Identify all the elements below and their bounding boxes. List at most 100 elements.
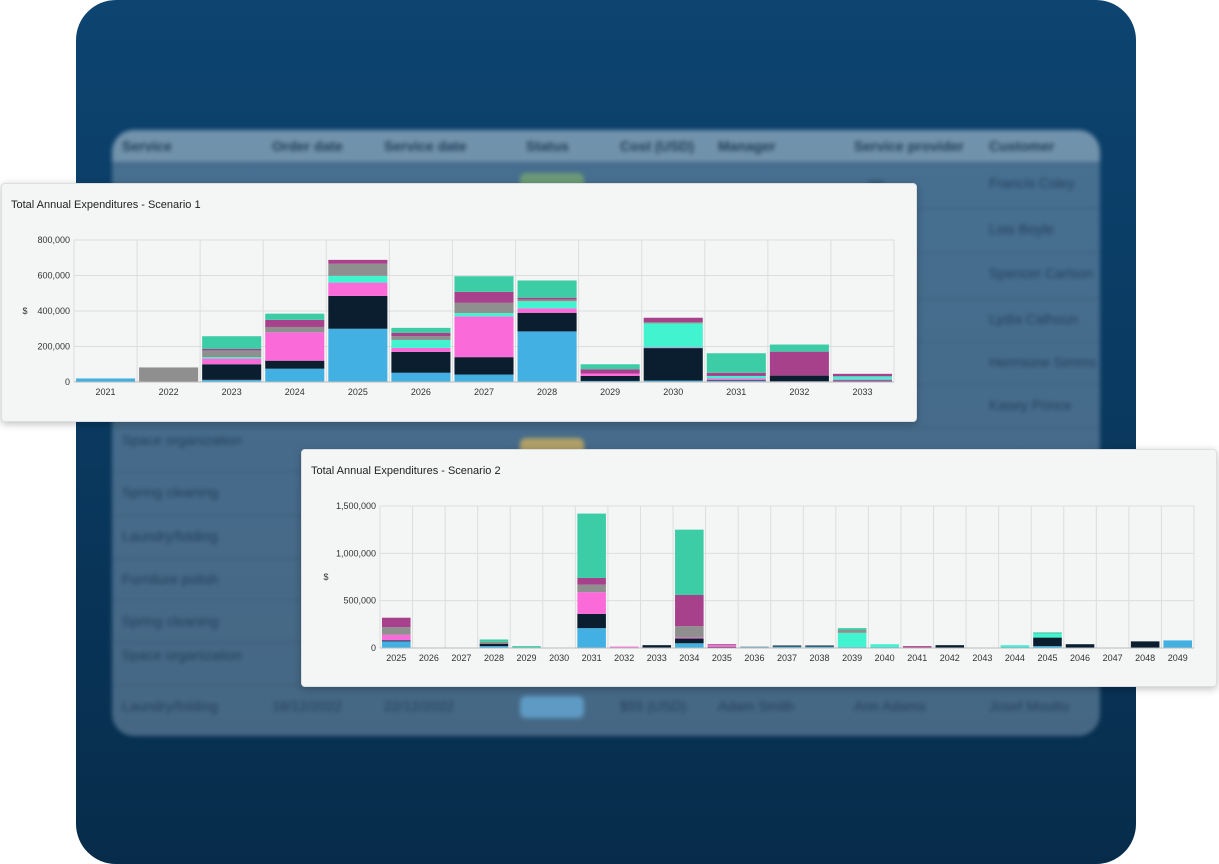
bar-segment (1033, 637, 1062, 647)
x-tick-label: 2025 (386, 653, 406, 663)
x-tick-label: 2030 (549, 653, 569, 663)
bar-segment (577, 613, 606, 629)
bar-segment (202, 379, 262, 382)
bar-segment (202, 348, 262, 351)
table-cell: Furniture polish (122, 571, 219, 587)
bar-segment (832, 373, 892, 377)
bar-segment (454, 374, 514, 382)
table-header-cell: Service (122, 138, 172, 154)
bar-segment (1065, 644, 1095, 648)
bar-segment (479, 646, 509, 648)
table-cell: Space organization (122, 647, 242, 663)
bar-segment (643, 380, 703, 382)
bar-segment (902, 646, 932, 648)
bar-segment (1033, 633, 1062, 638)
scenario-1-chart-card: Total Annual Expenditures - Scenario 1 0… (1, 183, 917, 422)
bar-segment (769, 351, 829, 376)
bar-segment (577, 513, 606, 578)
table-header-cell: Order date (272, 138, 343, 154)
table-cell: Hermione Simms (989, 354, 1097, 370)
table-cell: Spencer Carlson (989, 265, 1094, 281)
bar-segment (1033, 632, 1062, 634)
bar-segment (577, 592, 606, 614)
bar-segment (391, 347, 451, 352)
x-tick-label: 2049 (1168, 653, 1188, 663)
bar-segment (706, 353, 766, 373)
bar-segment (454, 276, 514, 292)
bar-segment (675, 529, 704, 595)
x-tick-label: 2027 (451, 653, 471, 663)
y-tick-label: 1,000,000 (336, 548, 376, 558)
bar-segment (517, 301, 577, 309)
bar-segment (328, 275, 388, 283)
scenario-2-chart: 0 500,000 1,000,000 1,500,000 $2025 2026 2027 2… (323, 501, 1195, 663)
bar-segment (580, 373, 640, 376)
bar-segment (707, 645, 737, 648)
y-tick-label: 400,000 (37, 306, 70, 316)
bar-segment (769, 344, 829, 352)
bar-segment (391, 372, 451, 382)
bar-segment (1033, 646, 1062, 648)
bar-segment (643, 323, 703, 348)
bar-segment (577, 577, 606, 585)
bar-segment (454, 316, 514, 358)
x-tick-label: 2047 (1103, 653, 1123, 663)
bar-segment (391, 327, 451, 333)
bar-segment (675, 594, 704, 627)
table-cell: 18/12/2022 (272, 698, 343, 714)
y-tick-label: 200,000 (37, 342, 70, 352)
table-cell: Spring cleaning (122, 613, 219, 629)
bar-segment (328, 328, 388, 382)
x-tick-label: 2023 (222, 387, 242, 397)
bar-segment (202, 336, 262, 349)
bar-segment (675, 637, 704, 639)
bar-segment (265, 368, 325, 382)
bar-segment (1130, 641, 1160, 648)
bar-segment (328, 259, 388, 264)
x-tick-label: 2031 (726, 387, 746, 397)
bar-segment (675, 626, 704, 638)
scenario-1-chart: 0 200,000 400,000 600,000 800,000 $2021 2022 20… (22, 235, 895, 397)
table-cell: $55 (USD) (620, 698, 687, 714)
bar-segment (328, 282, 388, 296)
table-header-cell: Service date (384, 138, 467, 154)
bar-segment (675, 643, 704, 648)
x-tick-label: 2039 (842, 653, 862, 663)
x-tick-label: 2024 (285, 387, 305, 397)
x-tick-label: 2025 (348, 387, 368, 397)
table-header-cell: Status (526, 138, 569, 154)
table-cell: Adam Smith (718, 698, 795, 714)
chart-title: Total Annual Expenditures - Scenario 2 (311, 465, 501, 477)
y-tick-label: 1,500,000 (336, 501, 376, 511)
table-row[interactable]: Laundry/folding 18/12/2022 22/12/2022 $55 (… (112, 685, 1100, 736)
bar-segment (76, 378, 136, 382)
table-header-cell: Cost (USD) (620, 138, 694, 154)
table-cell: Francis Coley (989, 175, 1075, 191)
bar-segment (391, 351, 451, 373)
x-tick-label: 2035 (712, 653, 732, 663)
x-tick-label: 2046 (1070, 653, 1090, 663)
bar-segment (769, 375, 829, 382)
bar-segment (870, 644, 899, 648)
x-tick-label: 2045 (1037, 653, 1057, 663)
y-tick-label: 0 (65, 377, 70, 387)
x-tick-label: 2038 (810, 653, 830, 663)
bar-segment (265, 313, 325, 320)
y-tick-label: 0 (371, 643, 376, 653)
scenario-2-chart-card: Total Annual Expenditures - Scenario 2 0… (301, 449, 1217, 687)
x-tick-label: 2026 (411, 387, 431, 397)
x-tick-label: 2031 (582, 653, 602, 663)
bar-segment (382, 617, 411, 628)
bar-segment (580, 375, 640, 381)
x-tick-label: 2030 (663, 387, 683, 397)
bar-segment (517, 280, 577, 298)
bar-segment (479, 641, 509, 644)
bar-segment (382, 627, 411, 635)
bar-segment (935, 645, 965, 648)
x-tick-label: 2033 (647, 653, 667, 663)
bar-segment (517, 299, 577, 302)
x-tick-label: 2041 (907, 653, 927, 663)
bar-segment (643, 348, 703, 381)
bar-segment (805, 645, 834, 647)
bar-segment (517, 312, 577, 332)
